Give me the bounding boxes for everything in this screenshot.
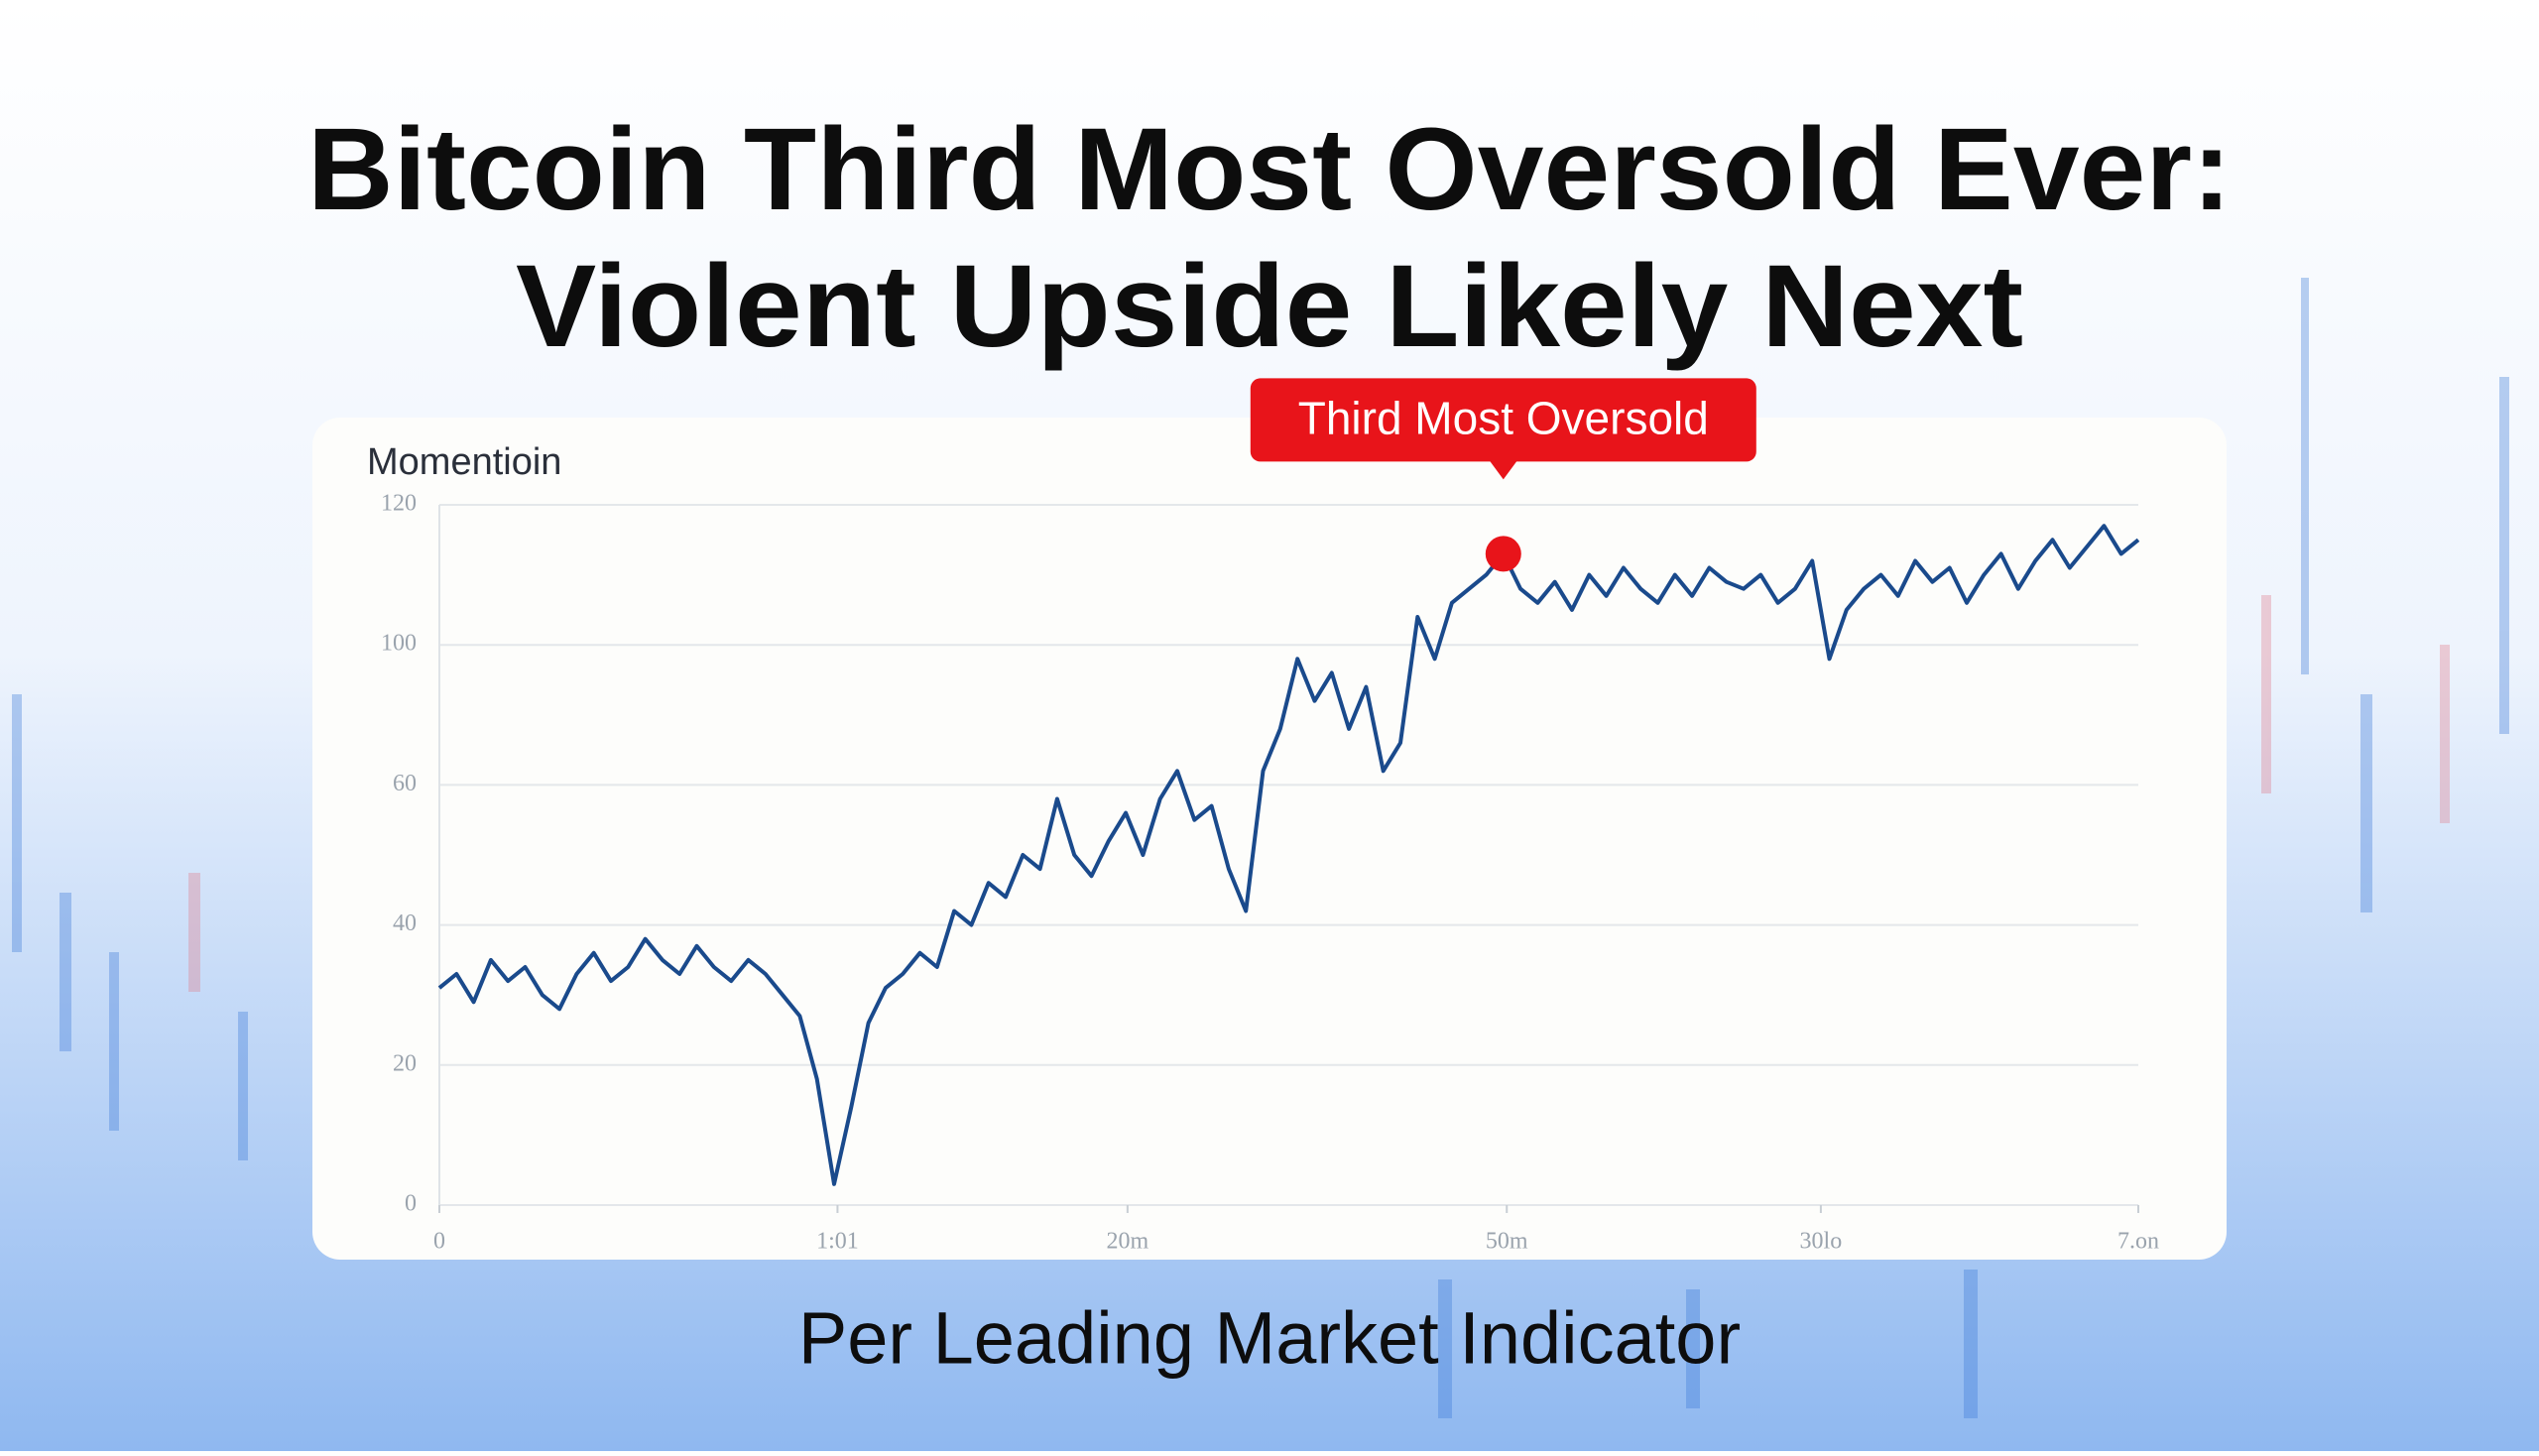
annotation-pointer: [1489, 460, 1517, 480]
y-tick-label: 40: [393, 910, 417, 936]
x-tick-label: 50m: [1486, 1229, 1528, 1255]
annotation-box: [1250, 378, 1756, 462]
chart-card: [312, 418, 2227, 1260]
y-tick-label: 0: [405, 1191, 417, 1217]
x-tick-label: 20m: [1107, 1229, 1149, 1255]
x-tick-label: 7.on: [2117, 1229, 2159, 1255]
y-tick-label: 100: [381, 631, 417, 657]
y-tick-label: 20: [393, 1050, 417, 1076]
subtitle: Per Leading Market Indicator: [798, 1297, 1741, 1380]
x-tick-label: 30lo: [1800, 1229, 1843, 1255]
x-tick-label: 0: [433, 1229, 445, 1255]
chart-title: Violent Upside Likely Next: [516, 241, 2023, 372]
x-tick-label: 1:01: [816, 1229, 859, 1255]
line-series: [437, 524, 2140, 1186]
y-tick-label: 60: [393, 771, 417, 796]
decor-candles: [12, 278, 2509, 1418]
chart-title: Bitcoin Third Most Oversold Ever:: [307, 104, 2232, 235]
y-tick-label: 120: [381, 491, 417, 517]
panel-label: Momentioin: [367, 441, 561, 483]
annotation-dot: [1485, 536, 1521, 572]
annotation-text: Third Most Oversold: [1298, 393, 1709, 444]
